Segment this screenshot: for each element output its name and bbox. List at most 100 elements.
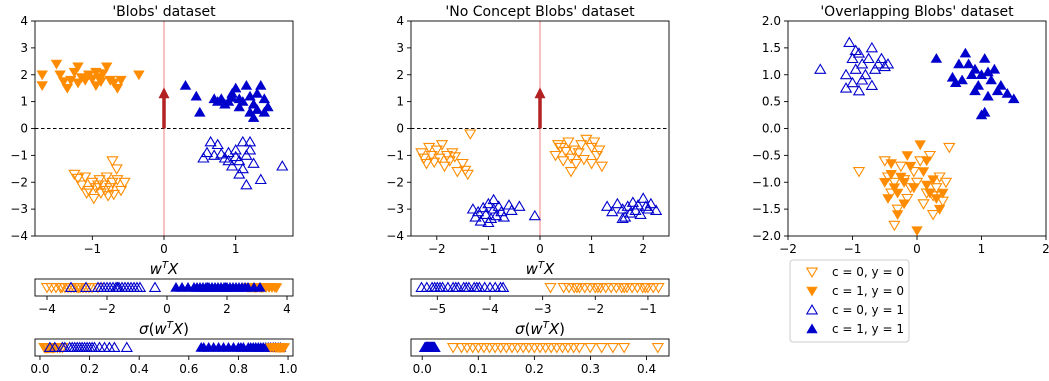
blobs-point-s1-11 xyxy=(100,172,113,183)
no-concept-point-s1-17 xyxy=(482,216,495,228)
no-concept-point-s0-27 xyxy=(572,148,585,159)
blobs-ytick-label-8: 4 xyxy=(20,14,28,28)
blobs-point-s0-17 xyxy=(108,78,120,89)
blobs-point-s0-24 xyxy=(95,77,107,87)
no-concept-point-s0-18 xyxy=(448,152,462,163)
no-concept-sigmoid-point-s1-18 xyxy=(550,343,563,354)
no-concept-point-s0-4 xyxy=(428,157,441,169)
no-concept-sigma-label: σ(wTX) xyxy=(515,320,565,338)
no-concept-ytick-label-0: −4 xyxy=(386,229,404,243)
blobs-sigmoid-xtick-label-5: 1.0 xyxy=(278,362,297,376)
overlapping-point-s1-7 xyxy=(969,63,981,74)
blobs-point-s2-19 xyxy=(247,112,260,122)
blobs-point-s2-2 xyxy=(194,106,206,117)
overlapping-xtick-label-1: −1 xyxy=(844,242,862,256)
blobs-point-s1-22 xyxy=(80,188,93,199)
no-concept-point-s0-21 xyxy=(557,156,570,167)
no-concept-point-s0-28 xyxy=(575,140,588,151)
blobs-title: 'Blobs' dataset xyxy=(112,4,216,20)
no-concept-wtx-point-s1-22 xyxy=(618,283,631,294)
overlapping-point-s0-15 xyxy=(878,60,891,72)
no-concept-point-s0-5 xyxy=(430,145,443,156)
no-concept-point-s0-2 xyxy=(422,142,436,154)
no-concept-point-s1-22 xyxy=(616,203,629,214)
overlapping-point-s2-10 xyxy=(907,167,920,178)
no-concept-wtx-point-s0-19 xyxy=(428,281,441,292)
overlapping-point-s2-0 xyxy=(852,167,866,178)
overlapping-point-s0-12 xyxy=(868,63,882,74)
blobs-wtx-point-s3-1 xyxy=(79,281,93,292)
blobs-wtx-point-s0-15 xyxy=(55,283,69,294)
no-concept-sigmoid-point-s0-16 xyxy=(428,341,441,352)
no-concept-point-s0-23 xyxy=(562,137,575,148)
blobs-point-s2-16 xyxy=(258,93,271,104)
blobs-point-s0-18 xyxy=(111,84,124,94)
legend-label-c1-y1: c = 1, y = 1 xyxy=(832,322,904,336)
blobs-sigmoid-point-s0-13 xyxy=(40,343,54,354)
blobs-point-s3-22 xyxy=(222,154,235,166)
blobs-wtx-point-s2-23 xyxy=(254,282,266,292)
blobs-wtx-xtick-label-4: 4 xyxy=(283,302,291,316)
no-concept-point-s0-7 xyxy=(435,140,449,151)
blobs-wtx-label: wTX xyxy=(150,260,179,278)
no-concept-plot-area xyxy=(411,21,669,236)
no-concept-point-s0-37 xyxy=(564,167,578,178)
no-concept-point-s1-28 xyxy=(631,199,645,210)
overlapping-point-s2-11 xyxy=(910,177,924,189)
no-concept-sigmoid-point-s1-11 xyxy=(511,343,524,354)
blobs-point-s0-0 xyxy=(36,70,48,81)
blobs-ytick-label-7: 3 xyxy=(20,41,28,55)
blobs-point-s2-8 xyxy=(229,82,242,93)
no-concept-wtx-label: wTX xyxy=(526,260,555,278)
overlapping-point-s3-4 xyxy=(891,188,904,199)
overlapping-point-s0-18 xyxy=(865,79,879,90)
no-concept-wtx-point-s0-16 xyxy=(496,281,510,292)
blobs-point-s1-20 xyxy=(110,164,123,175)
no-concept-point-s1-26 xyxy=(626,196,640,207)
no-concept-point-s0-16 xyxy=(464,129,477,140)
blobs-point-s0-23 xyxy=(72,62,84,73)
no-concept-xtick-label-1: −1 xyxy=(480,242,498,256)
blobs-scatter-plot: −4 −3 −2 −1 0 1 2 3 4 −1 0 1 xyxy=(10,14,294,256)
overlapping-point-s0-10 xyxy=(862,52,875,64)
overlapping-point-s0-14 xyxy=(875,52,888,64)
overlapping-point-s0-16 xyxy=(839,82,853,93)
overlapping-point-s3-1 xyxy=(882,194,894,204)
no-concept-point-s1-12 xyxy=(497,211,511,222)
blobs-point-s1-6 xyxy=(87,193,100,205)
no-concept-ytick-label-4: 0 xyxy=(396,122,404,136)
overlapping-plot-area xyxy=(814,36,1020,236)
overlapping-point-s3-3 xyxy=(888,183,901,194)
blobs-ytick-label-4: 0 xyxy=(20,122,28,136)
blobs-wtx-point-s2-25 xyxy=(219,282,232,292)
blobs-point-s3-15 xyxy=(240,178,253,190)
blobs-wtx-point-s3-16 xyxy=(148,281,162,292)
no-concept-sigmoid-point-s1-14 xyxy=(528,343,541,354)
overlapping-ytick-label-1: −1.5 xyxy=(752,202,781,216)
blobs-point-s1-12 xyxy=(101,191,115,202)
overlapping-point-s1-4 xyxy=(959,47,972,58)
legend-label-c1-y0: c = 1, y = 0 xyxy=(832,284,904,298)
blobs-point-s0-11 xyxy=(86,74,99,85)
no-concept-point-s1-16 xyxy=(528,209,541,221)
blobs-point-s1-3 xyxy=(79,172,92,183)
overlapping-point-s2-21 xyxy=(943,142,956,154)
overlapping-point-s3-7 xyxy=(901,151,914,161)
blobs-sigmoid-frame xyxy=(34,338,294,357)
blobs-ytick-label-1: −3 xyxy=(10,202,28,216)
no-concept-wtx-point-s1-21 xyxy=(570,283,584,294)
blobs-point-s2-0 xyxy=(179,80,192,90)
no-concept-point-s1-33 xyxy=(644,197,658,209)
blobs-point-s2-22 xyxy=(208,93,220,104)
no-concept-point-s0-19 xyxy=(549,150,562,162)
no-concept-sigmoid-point-s1-12 xyxy=(517,343,530,354)
overlapping-ytick-label-5: 0.5 xyxy=(762,95,781,109)
overlapping-point-s3-13 xyxy=(920,180,933,191)
blobs-point-s1-23 xyxy=(99,185,112,197)
blobs-point-s0-14 xyxy=(97,69,109,79)
blobs-ytick-label-3: −1 xyxy=(10,148,28,162)
blobs-point-s0-22 xyxy=(133,70,145,81)
no-concept-wtx-xtick-label-1: −4 xyxy=(481,302,499,316)
overlapping-ytick-label-4: 0.0 xyxy=(762,122,781,136)
